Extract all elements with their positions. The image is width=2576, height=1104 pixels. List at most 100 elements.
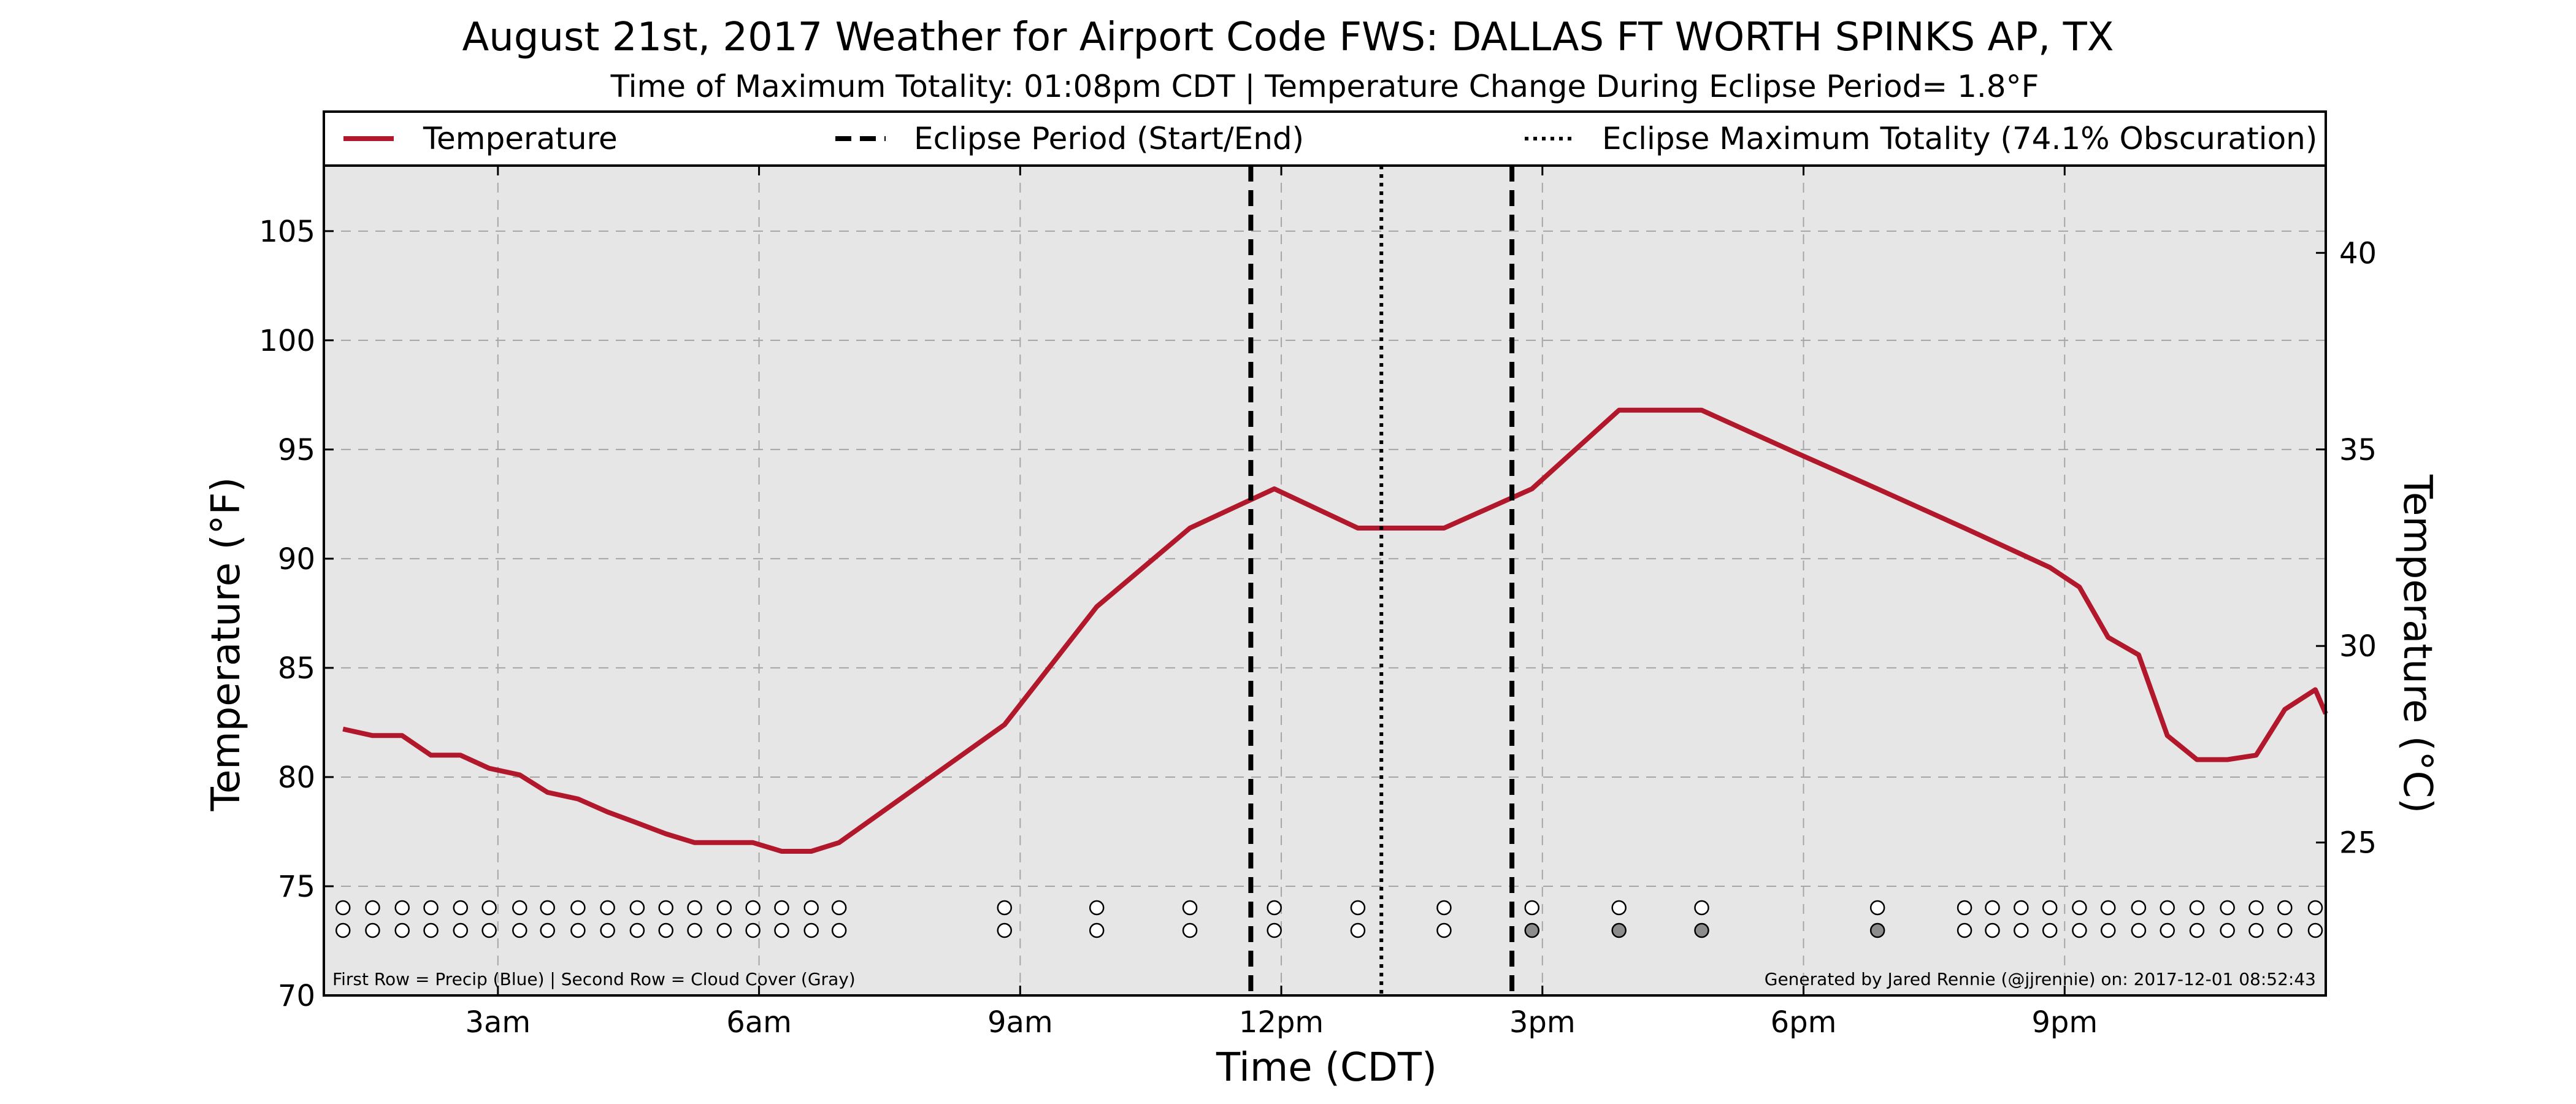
cloud-cover-marker: [2072, 922, 2087, 938]
x-tick-label: 12pm: [1239, 1005, 1324, 1040]
precip-marker: [2131, 900, 2147, 916]
precip-marker: [716, 900, 732, 916]
cloud-cover-marker: [2277, 922, 2293, 938]
y-tick-label: 100: [259, 324, 315, 358]
precip-marker: [512, 900, 527, 916]
chart-subtitle: Time of Maximum Totality: 01:08pm CDT | …: [610, 69, 2039, 104]
x-tick-label: 6am: [726, 1005, 792, 1040]
cloud-cover-marker: [1611, 922, 1627, 938]
y-tick-label: 70: [278, 979, 315, 1013]
legend-entry-eclipse-max: Eclipse Maximum Totality (74.1% Obscurat…: [1525, 121, 2317, 156]
chart-title: August 21st, 2017 Weather for Airport Co…: [462, 15, 2114, 60]
cloud-cover-marker: [570, 922, 586, 938]
precip-marker: [2277, 900, 2293, 916]
precip-marker: [1182, 900, 1198, 916]
cloud-cover-marker: [394, 922, 410, 938]
precip-marker: [2307, 900, 2323, 916]
precip-marker: [745, 900, 761, 916]
cloud-cover-marker: [2042, 922, 2058, 938]
cloud-cover-marker: [629, 922, 645, 938]
cloud-cover-marker: [1869, 922, 1885, 938]
footnote-left: First Row = Precip (Blue) | Second Row =…: [332, 969, 856, 989]
precip-marker: [1957, 900, 1972, 916]
precip-marker: [831, 900, 847, 916]
cloud-cover-marker: [365, 922, 380, 938]
precip-marker: [2220, 900, 2235, 916]
cloud-cover-marker: [453, 922, 469, 938]
precip-marker: [1267, 900, 1282, 916]
y-tick-label: 80: [278, 761, 315, 795]
precip-marker: [423, 900, 439, 916]
cloud-cover-marker: [2220, 922, 2235, 938]
x-tick-label: 3pm: [1509, 1005, 1576, 1040]
y-tick-label: 95: [278, 433, 315, 467]
cloud-cover-marker: [1694, 922, 1709, 938]
cloud-cover-marker: [540, 922, 555, 938]
cloud-cover-marker: [1957, 922, 1972, 938]
cloud-cover-marker: [512, 922, 527, 938]
precip-marker: [570, 900, 586, 916]
cloud-cover-marker: [774, 922, 789, 938]
precip-marker: [1694, 900, 1709, 916]
y2-tick-label: 40: [2339, 236, 2377, 270]
y-tick-label: 85: [278, 651, 315, 686]
precip-marker: [1611, 900, 1627, 916]
cloud-cover-marker: [745, 922, 761, 938]
cloud-cover-marker: [1350, 922, 1366, 938]
cloud-cover-marker: [2248, 922, 2264, 938]
precip-marker: [1350, 900, 1366, 916]
precip-marker: [2189, 900, 2205, 916]
x-tick-label: 9pm: [2031, 1005, 2098, 1040]
precip-marker: [2160, 900, 2175, 916]
plot-background: [324, 166, 2326, 995]
legend-entry-eclipse-period: Eclipse Period (Start/End): [835, 121, 1304, 156]
legend-entry-temperature: Temperature: [343, 121, 618, 156]
precip-marker: [1436, 900, 1452, 916]
precip-marker: [481, 900, 497, 916]
temperature-series-line: [342, 407, 2328, 854]
y2-tick-label: 35: [2339, 433, 2377, 467]
precip-marker: [2042, 900, 2058, 916]
legend-box: [323, 110, 2327, 167]
precip-marker: [687, 900, 702, 916]
precip-marker: [2072, 900, 2087, 916]
cloud-cover-marker: [716, 922, 732, 938]
x-tick-label: 3am: [465, 1005, 531, 1040]
cloud-cover-marker: [335, 922, 351, 938]
precip-marker: [997, 900, 1013, 916]
precip-marker: [365, 900, 380, 916]
x-tick-label: 9am: [987, 1005, 1053, 1040]
cloud-cover-marker: [687, 922, 702, 938]
precip-marker: [453, 900, 469, 916]
legend-label: Temperature: [423, 121, 618, 156]
precip-marker: [774, 900, 789, 916]
precip-marker: [1524, 900, 1540, 916]
x-tick-label: 6pm: [1771, 1005, 1837, 1040]
cloud-cover-marker: [2307, 922, 2323, 938]
cloud-cover-marker: [481, 922, 497, 938]
cloud-cover-marker: [1436, 922, 1452, 938]
precip-marker: [600, 900, 615, 916]
precip-marker: [658, 900, 673, 916]
precip-marker: [2248, 900, 2264, 916]
cloud-cover-marker: [1524, 922, 1540, 938]
cloud-cover-marker: [2131, 922, 2147, 938]
y-tick-label: 105: [259, 215, 315, 249]
x-axis-title: Time (CDT): [1216, 1045, 1437, 1091]
cloud-cover-marker: [803, 922, 819, 938]
precip-marker: [1869, 900, 1885, 916]
cloud-cover-marker: [1267, 922, 1282, 938]
legend-label: Eclipse Period (Start/End): [914, 121, 1304, 156]
precip-marker: [540, 900, 555, 916]
cloud-cover-marker: [2014, 922, 2029, 938]
precip-marker: [335, 900, 351, 916]
y-tick-label: 90: [278, 542, 315, 577]
y2-axis-title: Temperature (°C): [2394, 474, 2440, 813]
precip-marker: [1089, 900, 1105, 916]
y2-tick-label: 30: [2339, 629, 2377, 664]
footnote-right: Generated by Jared Rennie (@jjrennie) on…: [1765, 969, 2316, 989]
y-tick-label: 75: [278, 870, 315, 904]
cloud-cover-marker: [2100, 922, 2116, 938]
cloud-cover-marker: [1182, 922, 1198, 938]
